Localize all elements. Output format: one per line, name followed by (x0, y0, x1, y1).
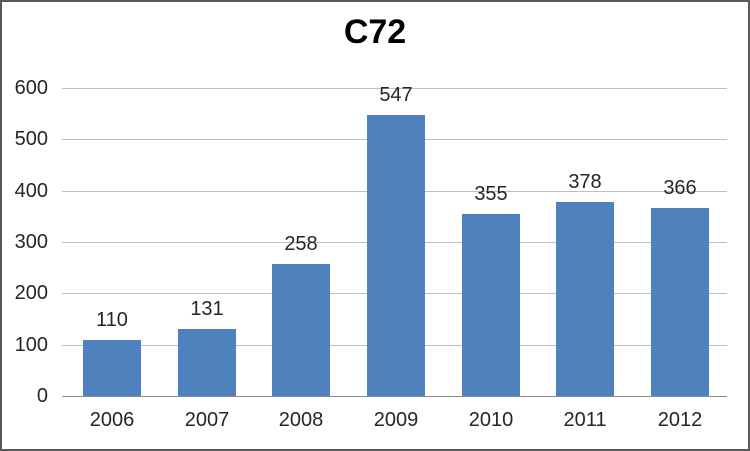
y-axis-label: 400 (14, 180, 48, 202)
x-axis-label: 2010 (468, 409, 514, 431)
x-axis-label: 2008 (278, 409, 324, 431)
y-axis-label: 600 (14, 77, 48, 99)
x-axis-label: 2006 (89, 409, 135, 431)
x-axis-label: 2009 (373, 409, 419, 431)
bar (83, 340, 141, 396)
y-axis-label: 200 (14, 282, 48, 304)
bar (651, 208, 709, 396)
bar (462, 214, 520, 396)
bar-value-label: 110 (96, 309, 128, 331)
gridline (62, 88, 727, 89)
bar-value-label: 378 (568, 171, 602, 193)
y-axis-label: 100 (14, 334, 48, 356)
y-axis-label: 500 (14, 128, 48, 150)
bar-value-label: 547 (379, 84, 413, 106)
y-axis-label: 300 (14, 231, 48, 253)
x-axis-label: 2012 (657, 409, 703, 431)
x-axis-label: 2007 (184, 409, 230, 431)
bar (556, 202, 614, 396)
x-axis-label: 2011 (563, 409, 607, 431)
bar-value-label: 366 (663, 177, 697, 199)
bar-value-label: 355 (474, 183, 508, 205)
x-axis-line (62, 396, 727, 397)
y-axis-label: 0 (36, 385, 48, 407)
bar-value-label: 258 (284, 233, 318, 255)
bar-value-label: 131 (190, 298, 224, 320)
bar (178, 329, 236, 396)
bar (367, 115, 425, 396)
chart-title: C72 (343, 13, 407, 51)
bar (272, 264, 330, 396)
